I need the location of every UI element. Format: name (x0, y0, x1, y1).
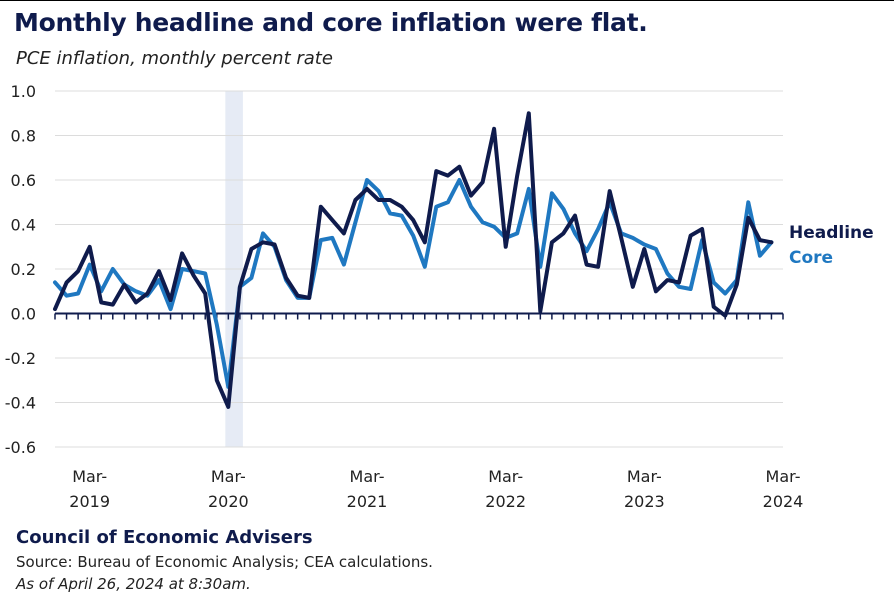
top-border (0, 0, 894, 1)
series-line-core (53, 178, 774, 389)
x-tick-label-year: 2020 (208, 492, 249, 511)
x-tick-label-month: Mar- (766, 467, 801, 486)
chart-subtitle: PCE inflation, monthly percent rate (16, 48, 333, 69)
series-labels: Headline Core (789, 223, 874, 268)
x-tick-label-month: Mar- (488, 467, 523, 486)
x-axis (54, 312, 784, 320)
x-tick-label-year: 2021 (347, 492, 388, 511)
y-tick-label: 0.2 (11, 260, 36, 279)
y-axis-ticks: 1.0 0.8 0.6 0.4 0.2 0.0 -0.2 -0.4 -0.6 (5, 82, 36, 457)
source-note: Source: Bureau of Economic Analysis; CEA… (16, 553, 433, 571)
chart-title: Monthly headline and core inflation were… (14, 8, 648, 37)
series-lines (53, 111, 774, 409)
x-tick-label-month: Mar- (627, 467, 662, 486)
x-tick-label-year: 2022 (485, 492, 526, 511)
series-label-core: Core (789, 248, 833, 268)
organization-name: Council of Economic Advisers (16, 527, 313, 548)
x-tick-label-month: Mar- (211, 467, 246, 486)
x-tick-label-month: Mar- (72, 467, 107, 486)
y-tick-label: 0.0 (11, 305, 36, 324)
y-tick-label: -0.4 (5, 394, 36, 413)
x-tick-label-year: 2023 (624, 492, 665, 511)
as-of-note: As of April 26, 2024 at 8:30am. (16, 575, 251, 593)
series-label-headline: Headline (789, 223, 874, 243)
series-line-headline (53, 111, 774, 409)
y-tick-label: -0.6 (5, 438, 36, 457)
x-axis-ticks: Mar- 2019 Mar- 2020 Mar- 2021 Mar- 2022 Mar- 2023… (69, 467, 803, 511)
x-tick-label-year: 2019 (69, 492, 110, 511)
y-tick-label: 0.6 (11, 171, 36, 190)
y-gridlines (55, 90, 783, 448)
x-tick-label-year: 2024 (763, 492, 804, 511)
x-tick-label-month: Mar- (350, 467, 385, 486)
y-tick-label: 0.8 (11, 127, 36, 146)
y-tick-label: 0.4 (11, 216, 36, 235)
y-tick-label: -0.2 (5, 349, 36, 368)
line-chart: 1.00.80.60.40.20.0-0.2-0.4-0.6 Mar-2019M… (5, 82, 874, 511)
y-tick-label: 1.0 (11, 82, 36, 101)
